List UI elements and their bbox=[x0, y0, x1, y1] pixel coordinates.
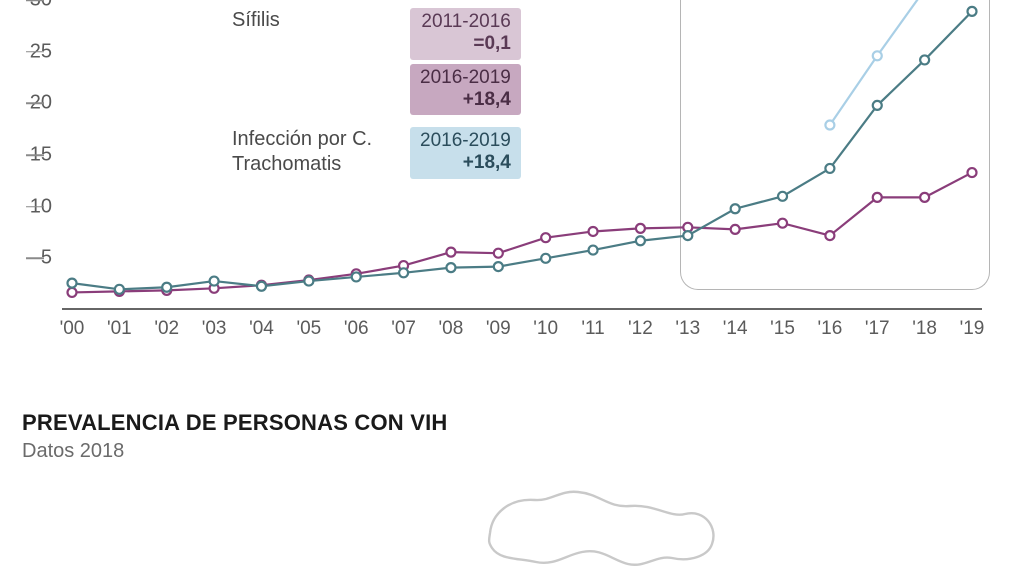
x-axis: '00 '01 '02 '03 '04 '05 '06 '07 '08 '09 '10 '11 '12 '… bbox=[62, 318, 982, 346]
series-marker bbox=[162, 283, 171, 292]
map-outline-icon bbox=[480, 478, 740, 568]
series-marker bbox=[683, 231, 692, 240]
x-tick-label: '09 bbox=[486, 318, 511, 340]
series-marker bbox=[257, 282, 266, 291]
y-tick-mark bbox=[26, 0, 44, 1]
series-marker bbox=[920, 55, 929, 64]
section-title: PREVALENCIA DE PERSONAS CON VIH bbox=[22, 410, 447, 436]
series-line bbox=[830, 0, 972, 125]
legend-row: Sífilis2011-2016=0,12016-2019+18,4 bbox=[232, 8, 521, 115]
x-tick-label: '02 bbox=[154, 318, 179, 340]
chart-area: 51015202530 '00'01'02'03'04'05'06'07'08'… bbox=[22, 0, 992, 360]
x-tick-label: '15 bbox=[770, 318, 795, 340]
series-marker bbox=[873, 101, 882, 110]
legend: Sífilis2011-2016=0,12016-2019+18,4Infecc… bbox=[232, 8, 521, 191]
legend-series-name: Infección por C. Trachomatis bbox=[232, 127, 392, 177]
legend-pill-range: 2016-2019 bbox=[420, 67, 511, 89]
series-marker bbox=[210, 277, 219, 286]
series-marker bbox=[68, 279, 77, 288]
x-tick-label: '16 bbox=[818, 318, 843, 340]
series-marker bbox=[541, 233, 550, 242]
x-tick-label: '07 bbox=[391, 318, 416, 340]
legend-pill: 2016-2019+18,4 bbox=[410, 127, 521, 179]
series-marker bbox=[589, 246, 598, 255]
legend-series-name: Sífilis bbox=[232, 8, 392, 33]
legend-pill-stack: 2016-2019+18,4 bbox=[410, 127, 521, 179]
legend-pill: 2016-2019+18,4 bbox=[410, 64, 521, 116]
section-vih: PREVALENCIA DE PERSONAS CON VIH Datos 20… bbox=[22, 410, 447, 463]
y-tick-mark bbox=[26, 103, 44, 105]
series-marker bbox=[352, 272, 361, 281]
series-marker bbox=[494, 249, 503, 258]
series-marker bbox=[873, 193, 882, 202]
y-axis: 51015202530 bbox=[22, 0, 58, 310]
section-subtitle: Datos 2018 bbox=[22, 440, 447, 463]
series-marker bbox=[778, 219, 787, 228]
y-tick-label: 30 bbox=[30, 0, 52, 12]
series-marker bbox=[589, 227, 598, 236]
series-marker bbox=[825, 121, 834, 130]
series-marker bbox=[825, 164, 834, 173]
series-line bbox=[72, 11, 972, 289]
legend-pill-value: +18,4 bbox=[420, 152, 511, 174]
series-line bbox=[72, 173, 972, 293]
series-marker bbox=[446, 263, 455, 272]
plot-area bbox=[62, 0, 982, 310]
legend-pill-range: 2016-2019 bbox=[420, 130, 511, 152]
series-marker bbox=[968, 168, 977, 177]
x-tick-label: '05 bbox=[296, 318, 321, 340]
series-marker bbox=[731, 204, 740, 213]
y-tick-mark bbox=[26, 258, 44, 260]
x-tick-label: '08 bbox=[439, 318, 464, 340]
series-marker bbox=[825, 231, 834, 240]
series-marker bbox=[731, 225, 740, 234]
x-tick-label: '03 bbox=[202, 318, 227, 340]
legend-pill-range: 2011-2016 bbox=[420, 11, 511, 33]
series-marker bbox=[873, 51, 882, 60]
series-marker bbox=[304, 277, 313, 286]
legend-pill-value: +18,4 bbox=[420, 89, 511, 111]
series-marker bbox=[920, 193, 929, 202]
series-marker bbox=[778, 192, 787, 201]
series-marker bbox=[968, 7, 977, 16]
y-tick-mark bbox=[26, 206, 44, 208]
x-tick-label: '10 bbox=[533, 318, 558, 340]
x-tick-label: '00 bbox=[60, 318, 85, 340]
series-marker bbox=[636, 224, 645, 233]
series-marker bbox=[399, 268, 408, 277]
series-marker bbox=[636, 236, 645, 245]
x-tick-label: '14 bbox=[723, 318, 748, 340]
legend-row: Infección por C. Trachomatis 2016-2019+18… bbox=[232, 127, 521, 179]
chart-svg bbox=[62, 0, 982, 310]
legend-pill-value: =0,1 bbox=[420, 33, 511, 55]
series-marker bbox=[68, 288, 77, 297]
x-tick-label: '12 bbox=[628, 318, 653, 340]
legend-pill: 2011-2016=0,1 bbox=[410, 8, 521, 60]
y-tick-mark bbox=[26, 154, 44, 156]
x-tick-label: '06 bbox=[344, 318, 369, 340]
series-marker bbox=[541, 254, 550, 263]
series-marker bbox=[115, 285, 124, 294]
x-tick-label: '19 bbox=[960, 318, 985, 340]
y-tick-mark bbox=[26, 51, 44, 53]
x-tick-label: '01 bbox=[107, 318, 132, 340]
x-tick-label: '04 bbox=[249, 318, 274, 340]
series-marker bbox=[446, 248, 455, 257]
x-tick-label: '18 bbox=[912, 318, 937, 340]
series-marker bbox=[494, 262, 503, 271]
x-tick-label: '11 bbox=[581, 318, 604, 340]
x-tick-label: '17 bbox=[865, 318, 890, 340]
legend-pill-stack: 2011-2016=0,12016-2019+18,4 bbox=[410, 8, 521, 115]
x-tick-label: '13 bbox=[675, 318, 700, 340]
